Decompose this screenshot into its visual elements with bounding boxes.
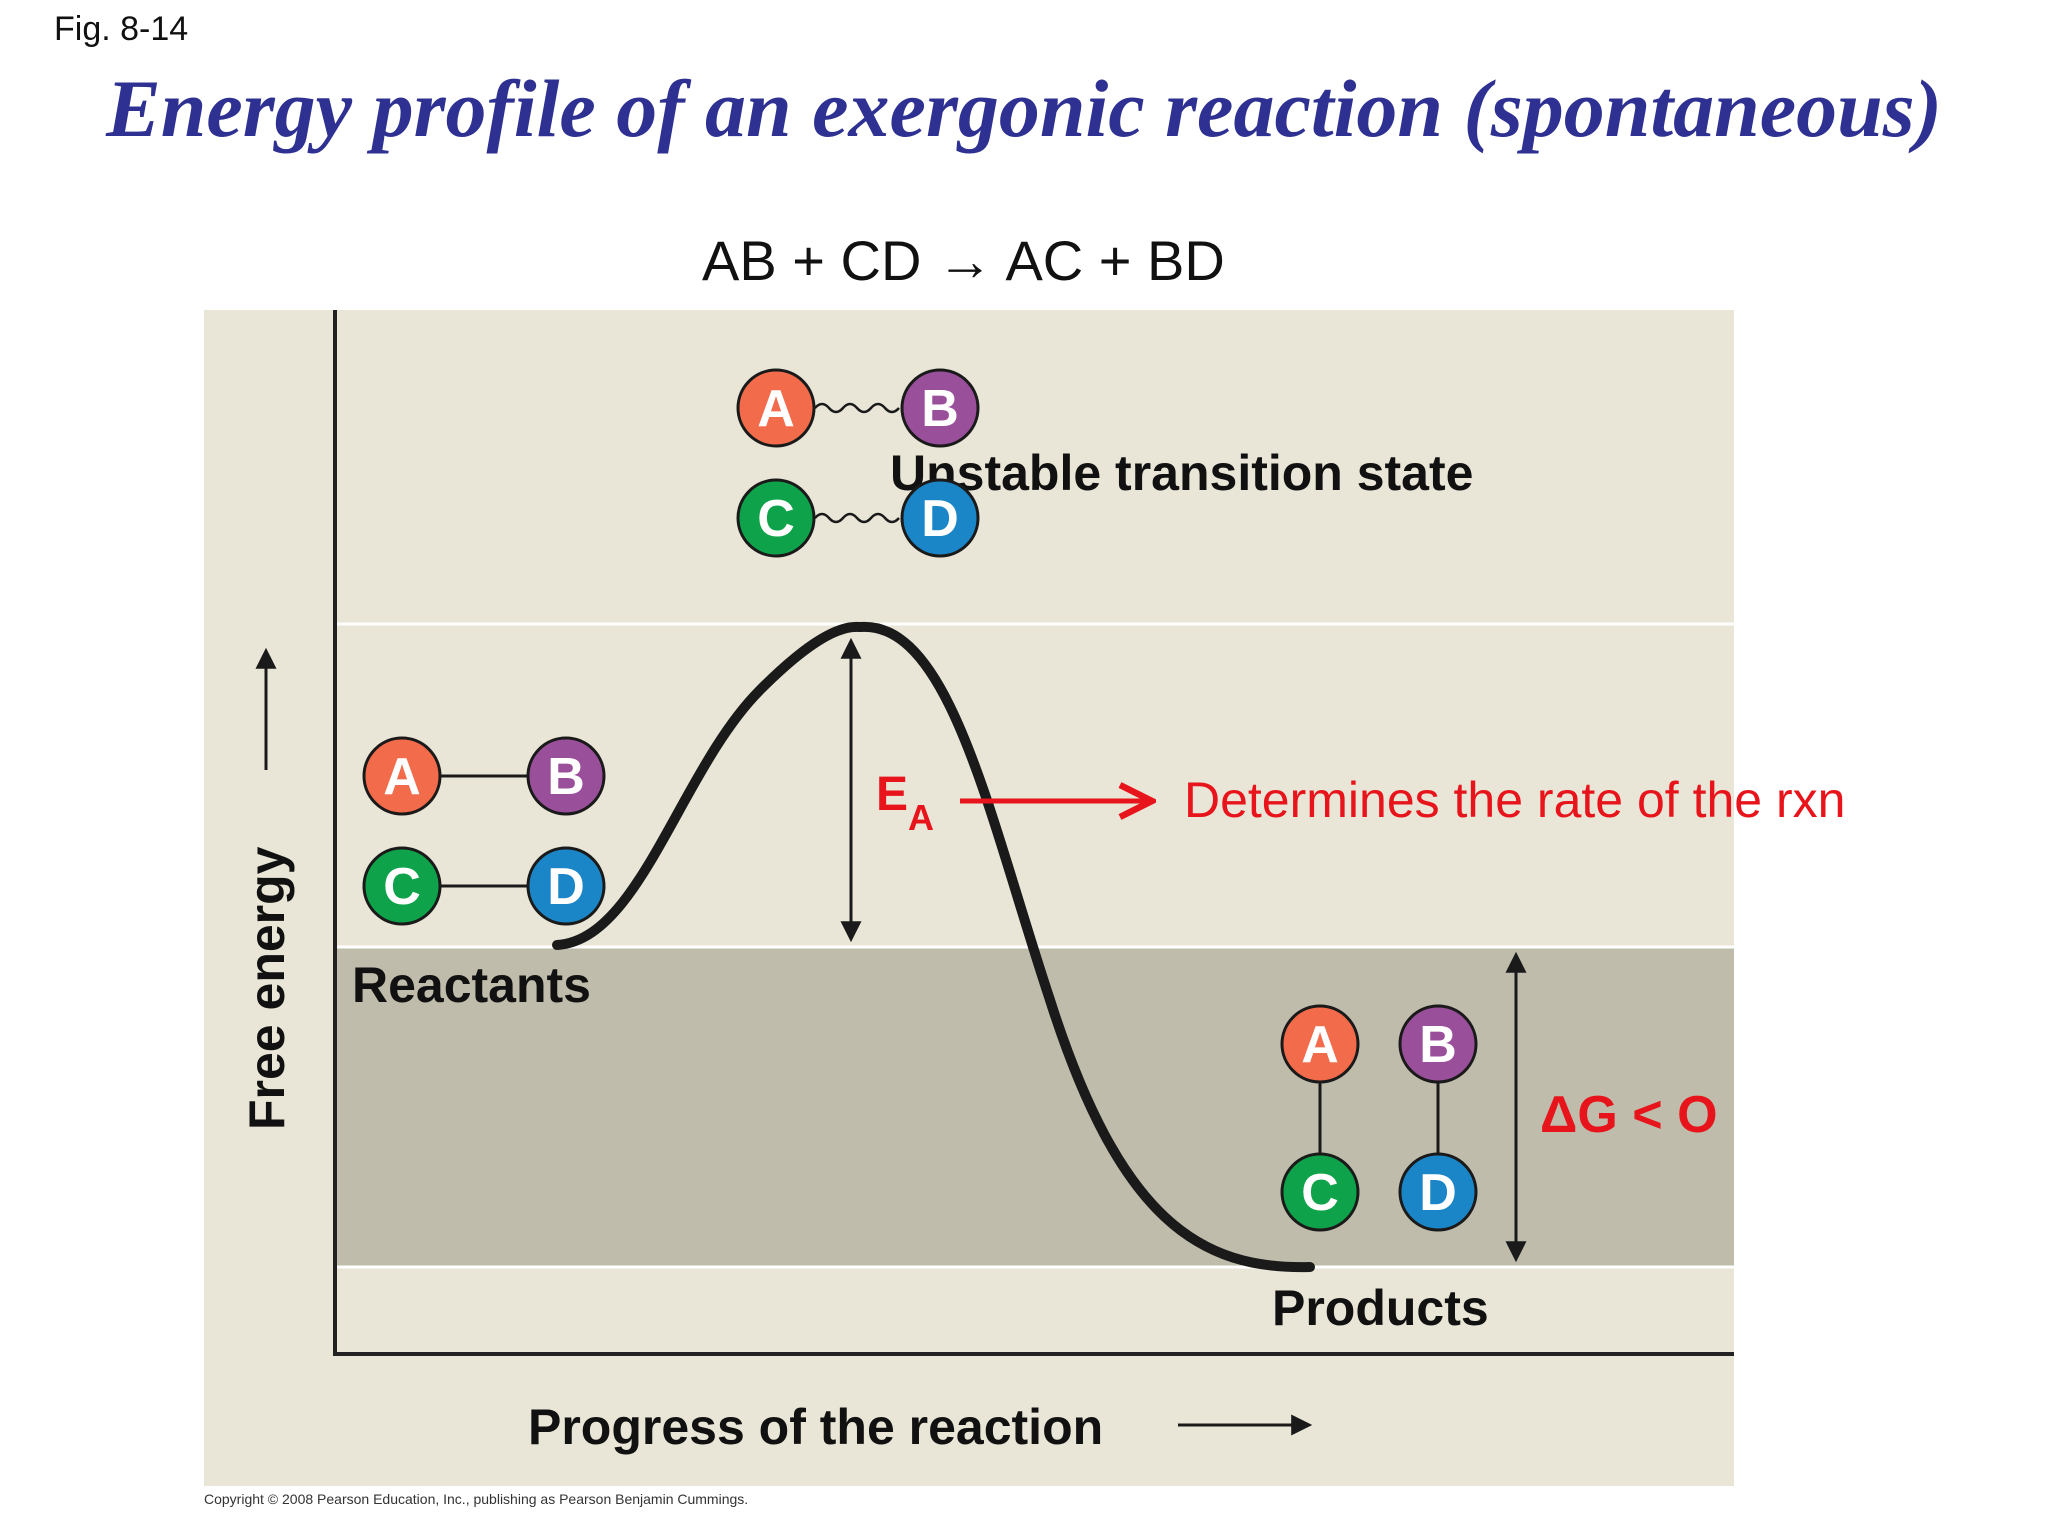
energy-curve — [552, 621, 1315, 1273]
copyright-notice: Copyright © 2008 Pearson Education, Inc.… — [204, 1491, 749, 1507]
equation-arrow: → — [936, 229, 993, 292]
page-title: Energy profile of an exergonic reaction … — [106, 63, 1942, 154]
transition-state-molecules: A B C D — [736, 368, 980, 558]
atom-c-transition-label: C — [757, 490, 795, 548]
atom-a-reactant-label: A — [383, 748, 421, 806]
atom-a-reactant: A — [362, 736, 442, 816]
reaction-equation: AB + CD → AC + BD — [702, 228, 1225, 293]
delta-g-label: ΔG < O — [1540, 1086, 1718, 1144]
delta-g-band — [336, 947, 1734, 1267]
atom-d-product: D — [1398, 1152, 1478, 1232]
activation-energy-main: E — [876, 768, 908, 821]
transition-state-label: Unstable transition state — [890, 445, 1473, 501]
rate-note: Determines the rate of the rxn — [1184, 772, 1845, 828]
atom-c-reactant: C — [362, 846, 442, 926]
activation-energy-sub: A — [908, 797, 934, 838]
atom-a-product: A — [1280, 1004, 1360, 1084]
atom-b-product-label: B — [1419, 1016, 1457, 1074]
x-axis-label: Progress of the reaction — [528, 1399, 1103, 1455]
atom-d-product-label: D — [1419, 1164, 1457, 1222]
atom-b-transition-label: B — [921, 380, 959, 438]
equation-reactants: AB + CD — [702, 229, 922, 292]
reactants-label: Reactants — [352, 957, 591, 1013]
atom-b-reactant-label: B — [547, 748, 585, 806]
wavy-bond-ab — [814, 402, 900, 414]
product-molecules: A B C D — [1280, 1004, 1478, 1232]
atom-c-product-label: C — [1301, 1164, 1339, 1222]
atom-c-product: C — [1280, 1152, 1360, 1232]
atom-d-transition-label: D — [921, 490, 959, 548]
atom-d-reactant: D — [526, 846, 606, 926]
atom-b-reactant: B — [526, 736, 606, 816]
products-label: Products — [1272, 1280, 1489, 1336]
atom-d-reactant-label: D — [547, 858, 585, 916]
atom-b-transition: B — [900, 368, 980, 448]
atom-a-product-label: A — [1301, 1016, 1339, 1074]
atom-b-product: B — [1398, 1004, 1478, 1084]
reactant-molecules: A B C D — [362, 736, 606, 926]
atom-d-transition: D — [900, 478, 980, 558]
atom-c-transition: C — [736, 478, 816, 558]
atom-a-transition-label: A — [757, 380, 795, 438]
activation-energy-label: EA — [876, 768, 934, 838]
equation-products: AC + BD — [1005, 229, 1225, 292]
atom-a-transition: A — [736, 368, 816, 448]
y-axis-label: Free energy — [239, 846, 295, 1130]
figure-label: Fig. 8-14 — [54, 10, 189, 48]
wavy-bond-cd — [814, 512, 900, 524]
atom-c-reactant-label: C — [383, 858, 421, 916]
